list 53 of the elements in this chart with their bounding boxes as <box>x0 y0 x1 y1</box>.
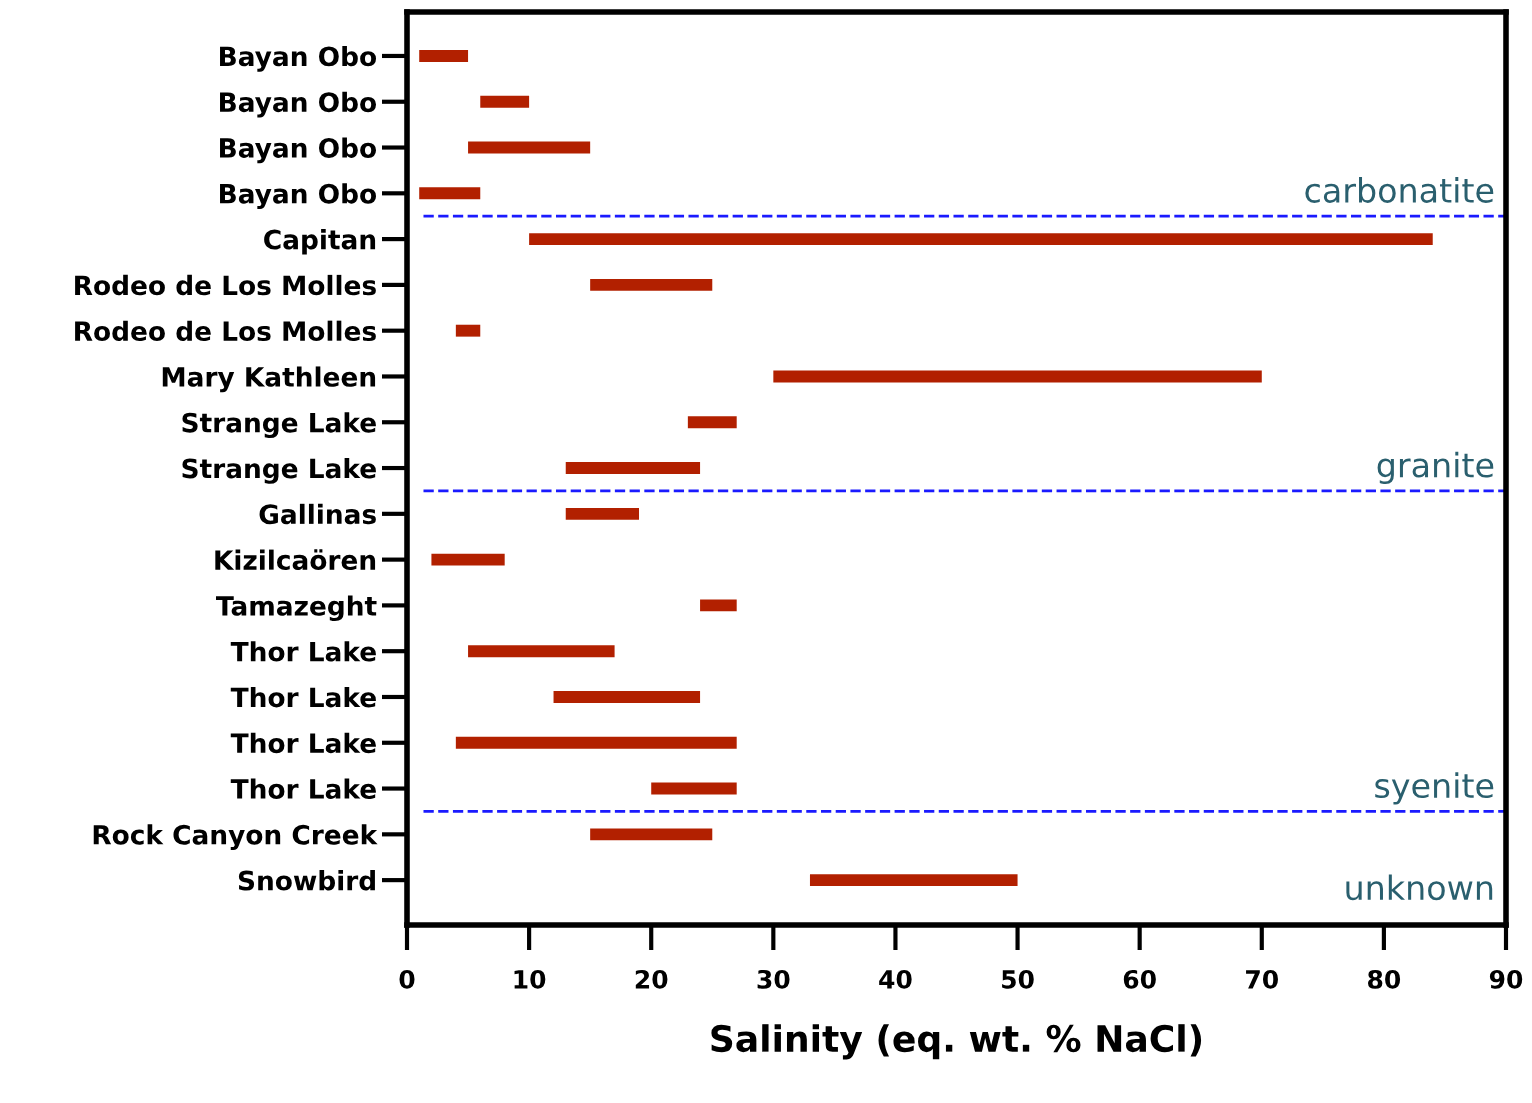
bar <box>773 370 1262 383</box>
y-tick-label: Strange Lake <box>182 412 376 438</box>
bar <box>480 95 530 108</box>
y-tick-label: Bayan Obo <box>220 137 376 164</box>
y-tick-label: Rock Canyon Creek <box>93 824 378 851</box>
x-tick-label: 0 <box>399 969 415 989</box>
annotation: unknown <box>1346 874 1493 901</box>
bar <box>553 691 701 703</box>
bar <box>419 50 469 62</box>
y-tick-label: Gallinas <box>259 503 376 525</box>
x-axis-title: Salinity (eq. wt. % NaCl) <box>711 1024 1202 1060</box>
y-tick-label: Snowbird <box>238 870 375 891</box>
bar <box>431 553 505 566</box>
bar <box>529 233 1433 246</box>
x-tick-label: 30 <box>757 969 790 989</box>
y-tick-label: Thor Lake <box>230 641 376 662</box>
bar <box>565 507 640 520</box>
bar <box>700 599 737 612</box>
annotation: granite <box>1377 451 1494 485</box>
bar <box>468 645 615 658</box>
y-tick-label: Tamazeght <box>216 595 377 622</box>
bar <box>687 416 737 429</box>
bar <box>455 736 737 749</box>
x-tick-label: 70 <box>1246 969 1278 989</box>
x-tick-label: 50 <box>1002 969 1034 989</box>
y-tick-label: Thor Lake <box>230 686 376 708</box>
bar <box>809 874 1018 887</box>
x-tick-label: 40 <box>879 969 912 989</box>
x-tick-label: 10 <box>514 969 546 989</box>
y-tick-label: Bayan Obo <box>220 183 376 210</box>
y-tick-label: Rodeo de Los Molles <box>75 274 376 296</box>
y-tick-label: Strange Lake <box>182 458 376 484</box>
bar <box>468 141 591 154</box>
y-tick-label: Bayan Obo <box>220 91 376 118</box>
y-tick-label: Bayan Obo <box>220 45 376 72</box>
y-tick-label: Rodeo de Los Molles <box>75 320 376 342</box>
annotation: syenite <box>1375 772 1494 805</box>
x-tick-label: 60 <box>1123 969 1156 989</box>
x-tick-label: 80 <box>1368 969 1401 989</box>
x-tick-label: 20 <box>635 969 668 989</box>
bar <box>590 828 713 841</box>
bar <box>565 462 701 474</box>
bar <box>651 782 737 795</box>
y-tick-label: Capitan <box>264 229 376 255</box>
bar <box>590 278 713 291</box>
bar <box>455 324 481 337</box>
annotation: carbonatite <box>1305 177 1494 203</box>
y-tick-label: Thor Lake <box>230 778 376 799</box>
x-tick-label: 90 <box>1489 969 1523 989</box>
y-tick-label: Kizilcaören <box>215 549 376 571</box>
y-tick-label: Mary Kathleen <box>162 366 376 393</box>
bar <box>419 187 481 200</box>
y-tick-label: Thor Lake <box>230 732 376 754</box>
